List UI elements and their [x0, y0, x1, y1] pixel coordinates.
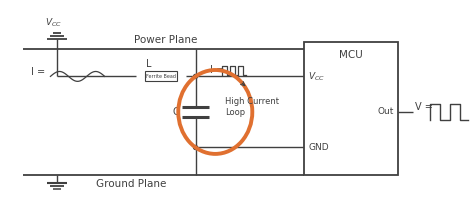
Text: V =: V =: [415, 102, 433, 112]
Text: MCU: MCU: [339, 50, 363, 60]
Text: $V_{CC}$: $V_{CC}$: [45, 17, 62, 29]
Text: Out: Out: [378, 107, 394, 116]
Bar: [145, 71, 177, 81]
Text: Ground Plane: Ground Plane: [96, 179, 166, 189]
Circle shape: [193, 75, 198, 78]
Text: C: C: [172, 107, 179, 117]
Circle shape: [193, 146, 198, 149]
Text: Ferrite Bead: Ferrite Bead: [146, 74, 176, 79]
Text: I =: I =: [210, 65, 225, 75]
Text: I =: I =: [31, 67, 45, 78]
Text: High Current
Loop: High Current Loop: [225, 97, 279, 117]
Text: GND: GND: [308, 143, 328, 152]
FancyArrowPatch shape: [241, 82, 245, 86]
Text: L: L: [146, 59, 152, 68]
Bar: [304, 42, 398, 175]
Text: $V_{CC}$: $V_{CC}$: [308, 70, 325, 83]
Text: Power Plane: Power Plane: [134, 35, 198, 45]
